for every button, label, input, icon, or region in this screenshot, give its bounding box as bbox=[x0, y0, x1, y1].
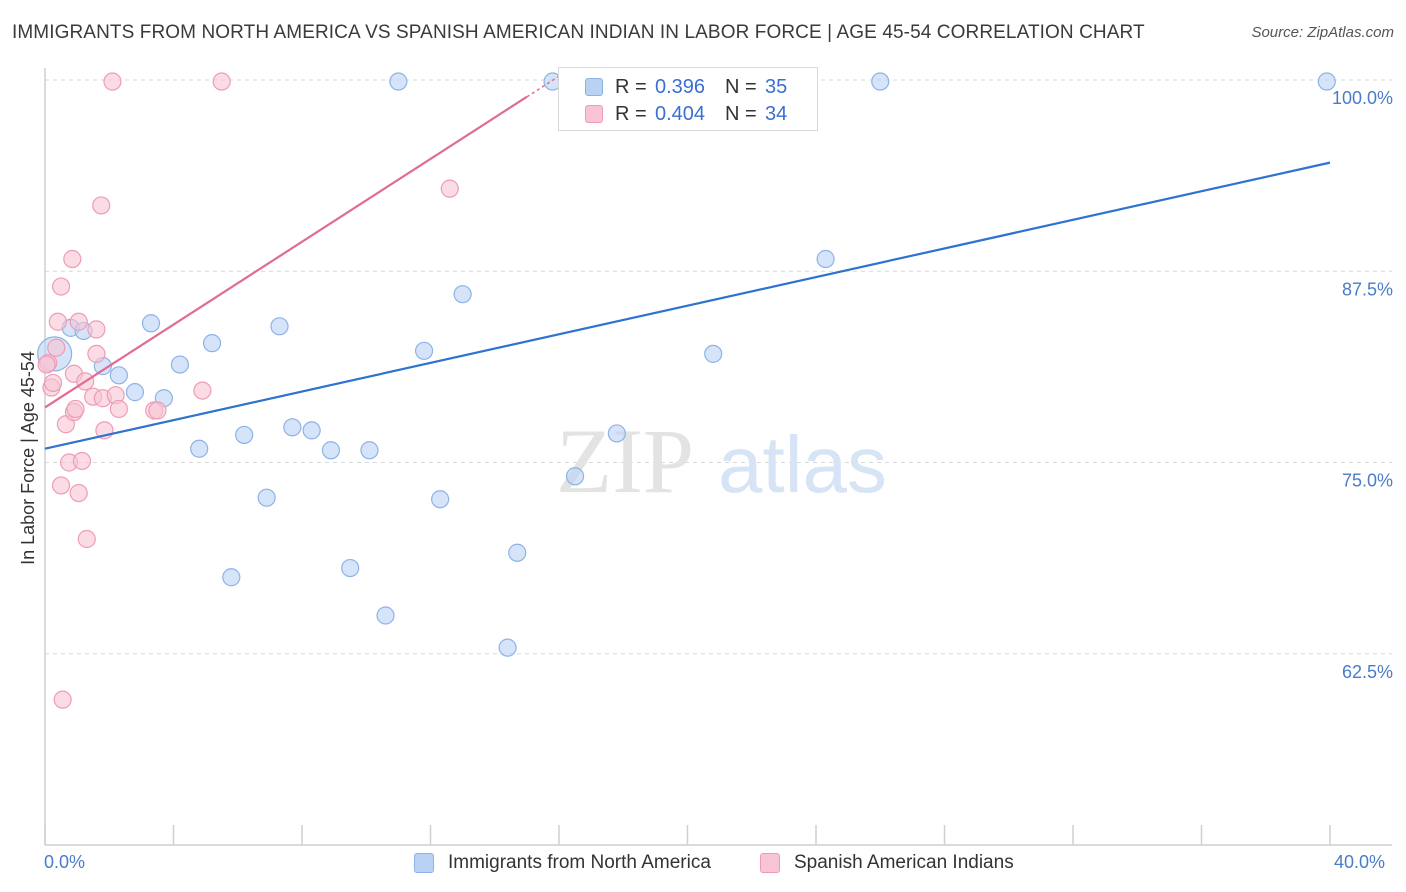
pink-point bbox=[103, 72, 122, 91]
pink-point bbox=[148, 401, 167, 420]
y-tick-label: 100.0% bbox=[1332, 88, 1393, 108]
series-legend-spanish-american-indians: Spanish American Indians bbox=[760, 852, 1014, 874]
pink-point bbox=[43, 373, 63, 393]
blue-point bbox=[283, 418, 302, 437]
data-points bbox=[37, 72, 1336, 709]
pink-point bbox=[51, 476, 71, 495]
blue-point bbox=[341, 558, 360, 578]
blue-point bbox=[360, 441, 379, 460]
blue-point bbox=[431, 490, 450, 509]
blue-point bbox=[414, 341, 434, 360]
blue-point bbox=[1317, 72, 1336, 91]
blue-point bbox=[508, 543, 527, 562]
blue-trend-line bbox=[44, 161, 1331, 450]
pink-point bbox=[66, 399, 85, 419]
pink-point bbox=[53, 690, 72, 709]
blue-point bbox=[321, 441, 341, 460]
r-label: R = bbox=[615, 75, 647, 98]
blue-point bbox=[235, 425, 254, 445]
blue-swatch-icon bbox=[414, 853, 434, 873]
blue-point bbox=[498, 638, 517, 657]
pink-point bbox=[212, 72, 231, 91]
n-label: N = bbox=[725, 75, 757, 98]
blue-point bbox=[125, 383, 145, 402]
r-value: 0.404 bbox=[655, 102, 706, 125]
blue-point bbox=[190, 439, 209, 458]
pink-point bbox=[87, 320, 106, 339]
pink-point bbox=[109, 399, 128, 419]
x-axis-max-label: 40.0% bbox=[1334, 852, 1386, 872]
blue-point bbox=[202, 334, 222, 353]
blue-point bbox=[816, 249, 835, 269]
blue-point bbox=[871, 72, 890, 91]
blue-point bbox=[453, 285, 472, 304]
blue-point bbox=[565, 467, 585, 486]
pink-point bbox=[51, 277, 71, 296]
pink-point bbox=[37, 355, 56, 374]
pink-point bbox=[69, 484, 88, 503]
pink-swatch-icon bbox=[585, 105, 603, 123]
blue-point bbox=[257, 488, 276, 507]
r-value: 0.396 bbox=[655, 75, 706, 98]
legend-row-spanish-american-indians: R = 0.404 N = 34 bbox=[585, 102, 787, 126]
pink-point bbox=[69, 312, 88, 331]
blue-point bbox=[270, 317, 289, 336]
blue-swatch-icon bbox=[585, 78, 603, 96]
blue-point bbox=[222, 568, 241, 587]
r-label: R = bbox=[615, 102, 647, 125]
x-axis-min-label: 0.0% bbox=[44, 852, 86, 872]
pink-point bbox=[72, 451, 92, 471]
pink-point bbox=[48, 312, 67, 331]
watermark-atlas: atlas bbox=[718, 420, 887, 509]
blue-point bbox=[141, 314, 161, 333]
watermark-zip: ZIP bbox=[556, 410, 694, 512]
y-tick-label: 62.5% bbox=[1342, 662, 1393, 682]
series-legend-immigrants: Immigrants from North America bbox=[414, 852, 711, 874]
gridlines bbox=[45, 79, 1392, 655]
axes bbox=[44, 68, 1392, 846]
blue-point bbox=[389, 72, 408, 91]
watermark: ZIP atlas bbox=[556, 410, 887, 512]
pink-point bbox=[63, 249, 82, 269]
blue-point bbox=[704, 344, 723, 363]
blue-point bbox=[607, 424, 626, 443]
y-tick-label: 87.5% bbox=[1342, 279, 1393, 299]
n-value: 35 bbox=[765, 75, 788, 98]
pink-swatch-icon bbox=[760, 853, 780, 873]
pink-trend-line bbox=[44, 95, 528, 409]
blue-point bbox=[170, 355, 190, 374]
legend-row-immigrants: R = 0.396 N = 35 bbox=[585, 75, 787, 99]
blue-point bbox=[109, 366, 128, 385]
n-value: 34 bbox=[765, 102, 788, 125]
n-label: N = bbox=[725, 102, 757, 125]
pink-point bbox=[440, 179, 459, 198]
blue-point bbox=[376, 606, 395, 625]
correlation-legend: R = 0.396 N = 35 R = 0.404 N = 34 bbox=[558, 67, 818, 131]
y-tick-label: 75.0% bbox=[1342, 471, 1393, 491]
source-label: Source: ZipAtlas.com bbox=[1251, 24, 1394, 41]
pink-point bbox=[77, 529, 96, 549]
pink-point bbox=[87, 344, 106, 363]
pink-point bbox=[193, 381, 212, 400]
y-tick-labels: 100.0% 87.5% 75.0% 62.5% bbox=[1332, 88, 1393, 682]
blue-point bbox=[302, 421, 321, 440]
chart-title: IMMIGRANTS FROM NORTH AMERICA VS SPANISH… bbox=[12, 22, 1145, 43]
pink-point bbox=[92, 196, 111, 215]
pink-point bbox=[47, 338, 66, 357]
y-axis-label: In Labor Force | Age 45-54 bbox=[18, 351, 38, 565]
series-name: Spanish American Indians bbox=[794, 852, 1014, 873]
series-name: Immigrants from North America bbox=[448, 852, 711, 873]
